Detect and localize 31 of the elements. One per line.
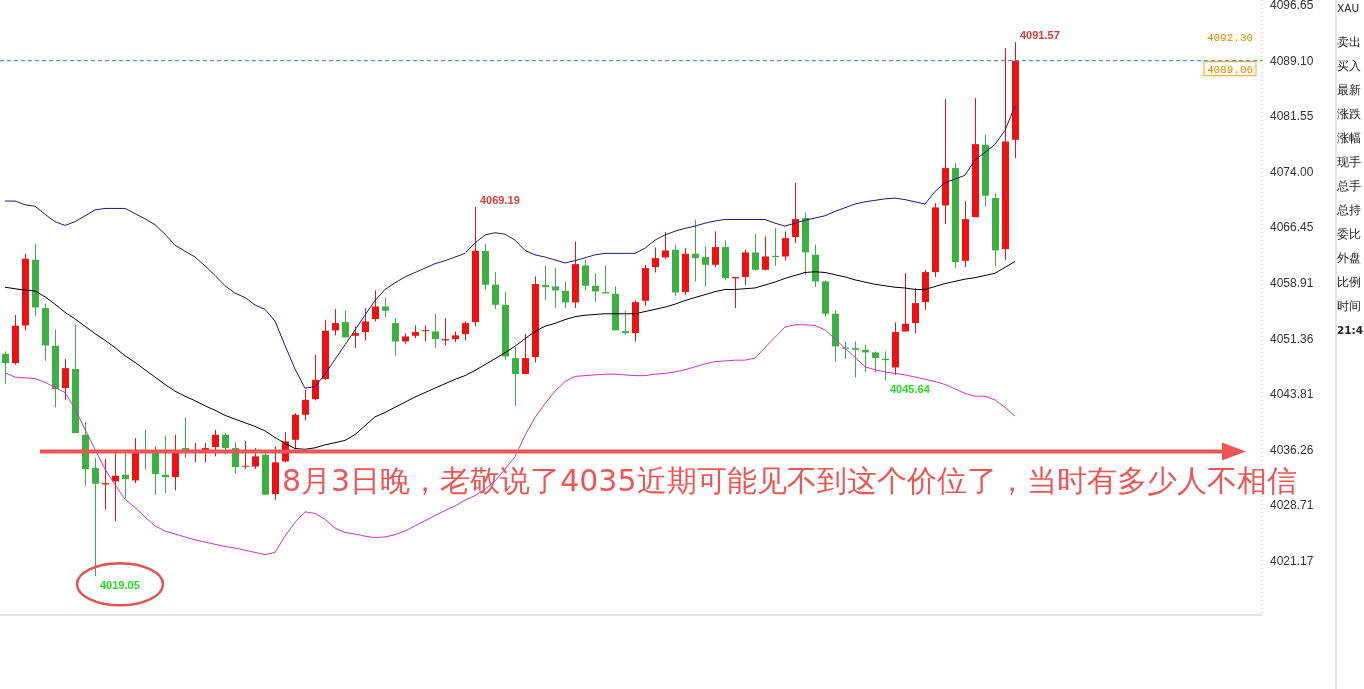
y-tick-label: 4021.17 bbox=[1270, 553, 1314, 568]
y-tick-label: 4066.45 bbox=[1270, 220, 1314, 235]
text: 最新 bbox=[1337, 83, 1361, 97]
text: 外盘 bbox=[1337, 251, 1361, 265]
y-tick-label: 4096.65 bbox=[1270, 0, 1314, 13]
text: 委比 bbox=[1337, 227, 1361, 241]
text: 总手 bbox=[1336, 179, 1361, 193]
text: 卖出 bbox=[1337, 35, 1361, 49]
text: XAU bbox=[1337, 2, 1360, 14]
y-tick-label: 4036.26 bbox=[1270, 442, 1314, 457]
annotation: 4019.05 bbox=[100, 579, 140, 592]
y-tick-label: 4074.00 bbox=[1270, 164, 1314, 179]
y-tick-label: 4058.91 bbox=[1270, 276, 1314, 291]
y-tick-label: 4043.81 bbox=[1270, 387, 1314, 402]
text: 买入 bbox=[1337, 59, 1361, 73]
y-tick-label: 4081.55 bbox=[1270, 109, 1314, 124]
text: 总持 bbox=[1336, 203, 1361, 217]
text: 涨跌 bbox=[1337, 107, 1361, 121]
text: 21:4 bbox=[1337, 324, 1364, 336]
text: 现手 bbox=[1337, 155, 1361, 169]
ref-line-label: 4089.06 bbox=[1206, 63, 1254, 76]
annotation: 4069.19 bbox=[480, 194, 520, 207]
y-tick-label: 4028.71 bbox=[1270, 498, 1314, 513]
y-tick-label: 4089.10 bbox=[1270, 53, 1314, 68]
text: 时间 bbox=[1337, 299, 1361, 313]
y-tick-label: 4051.36 bbox=[1270, 331, 1314, 346]
annotation: 4045.64 bbox=[890, 383, 931, 396]
text: 4092.30 bbox=[1206, 31, 1254, 44]
annotation: 4091.57 bbox=[1020, 29, 1060, 42]
text: 涨幅 bbox=[1337, 131, 1361, 145]
text: 比例 bbox=[1337, 275, 1361, 289]
